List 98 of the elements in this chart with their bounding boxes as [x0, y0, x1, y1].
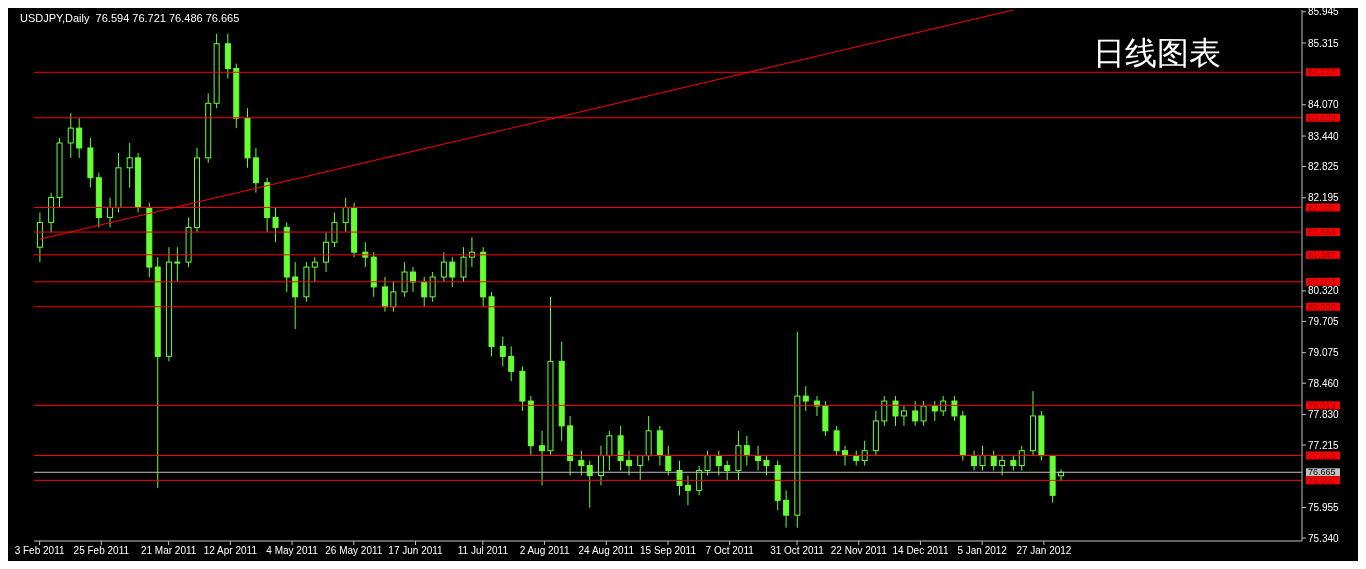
- ref-line-label: 84.725: [1308, 67, 1336, 78]
- ref-line-label: 80.000: [1308, 301, 1336, 312]
- ref-line-label: 81.047: [1308, 250, 1336, 261]
- ref-line-label: 78.013: [1308, 400, 1336, 411]
- x-tick-label: 14 Dec 2011: [892, 545, 949, 557]
- candlestick: [920, 400, 927, 427]
- candlestick: [637, 455, 644, 481]
- x-tick-label: 27 Jan 2012: [1016, 545, 1072, 557]
- candlestick: [715, 450, 722, 476]
- candlestick: [704, 450, 711, 476]
- candlestick: [311, 256, 318, 283]
- candlestick: [508, 345, 515, 382]
- annotation: 日线图表: [1093, 33, 1221, 74]
- y-tick-label: 75.340: [1308, 532, 1340, 544]
- candlestick: [421, 276, 428, 308]
- candlestick: [381, 276, 388, 313]
- candlestick: [586, 460, 593, 509]
- x-tick-label: 22 Nov 2011: [830, 545, 888, 557]
- candlestick: [900, 405, 907, 427]
- x-tick-label: 7 Oct 2011: [705, 545, 755, 557]
- x-tick-label: 4 May 2011: [266, 545, 319, 557]
- candlestick: [626, 450, 633, 476]
- candlestick: [272, 207, 279, 243]
- ref-line-label: 83.809: [1308, 112, 1336, 123]
- y-tick-label: 77.830: [1308, 409, 1340, 420]
- candlestick: [999, 455, 1006, 476]
- candlestick: [107, 197, 114, 228]
- candlestick: [979, 445, 986, 472]
- candlestick: [990, 450, 997, 472]
- x-tick-label: 5 Jan 2012: [957, 545, 1008, 557]
- candlestick: [1018, 445, 1025, 472]
- candlestick: [410, 266, 417, 293]
- candlestick: [743, 435, 750, 467]
- candlestick: [951, 395, 958, 422]
- x-tick-label: 25 Feb 2011: [73, 545, 130, 557]
- candlestick: [126, 142, 133, 189]
- candlestick: [940, 395, 947, 417]
- ref-line-label: 81.505: [1308, 227, 1336, 238]
- x-tick-label: 24 Aug 2011: [578, 545, 635, 557]
- candlestick: [578, 450, 585, 476]
- candlestick: [763, 455, 770, 476]
- candlestick: [292, 261, 299, 330]
- y-tick-label: 82.195: [1308, 192, 1340, 204]
- candlestick: [429, 271, 436, 303]
- x-tick-label: 31 Oct 2011: [770, 545, 825, 557]
- candlestick: [499, 336, 506, 367]
- x-tick-label: 3 Feb 2011: [14, 545, 65, 557]
- chart-title: USDJPY,Daily 76.594 76.721 76.486 76.665: [20, 12, 240, 24]
- candlestick: [460, 246, 467, 283]
- y-tick-label: 85.315: [1308, 37, 1340, 49]
- candlestick: [606, 430, 613, 472]
- x-tick-label: 2 Aug 2011: [519, 545, 570, 557]
- candlestick: [67, 112, 74, 159]
- y-tick-label: 79.075: [1308, 347, 1340, 359]
- x-tick-label: 15 Sep 2011: [640, 545, 697, 557]
- candlestick: [449, 256, 456, 288]
- ref-line-label: 77.003: [1308, 450, 1336, 461]
- y-tick-label: 83.440: [1308, 130, 1340, 142]
- y-tick-label: 75.955: [1308, 502, 1340, 514]
- y-tick-label: 85.945: [1308, 6, 1340, 18]
- candlestick: [724, 460, 731, 481]
- y-tick-label: 84.070: [1308, 99, 1340, 111]
- y-tick-label: 77.215: [1308, 439, 1340, 451]
- candlestick: [971, 450, 978, 472]
- candlestick: [440, 251, 447, 283]
- candlestick: [802, 385, 809, 412]
- candlestick: [833, 425, 840, 457]
- candlestick: [342, 197, 349, 233]
- y-tick-label: 82.825: [1308, 161, 1340, 173]
- x-tick-label: 21 Mar 2011: [140, 545, 197, 557]
- x-tick-label: 12 Apr 2011: [203, 545, 258, 557]
- ref-line-label: 76.665: [1308, 467, 1336, 478]
- y-tick-label: 79.705: [1308, 315, 1340, 327]
- candlestick: [597, 445, 604, 486]
- y-tick-label: 78.460: [1308, 377, 1340, 389]
- x-tick-label: 26 May 2011: [325, 545, 383, 557]
- ref-line-label: 76.502: [1308, 475, 1336, 486]
- candlestick: [912, 400, 919, 427]
- candlestick: [881, 395, 888, 427]
- x-tick-label: 17 Jun 2011: [388, 545, 444, 557]
- ref-line-label: 82.000: [1308, 202, 1336, 213]
- candlestick: [390, 281, 397, 313]
- candlestick: [665, 445, 672, 476]
- candlestick: [696, 465, 703, 496]
- candlestick: [539, 430, 546, 486]
- candlestick: [861, 440, 868, 467]
- candlestick: [783, 489, 790, 529]
- candlestick: [323, 231, 330, 273]
- candlestick: [401, 261, 408, 298]
- candlestick: [892, 395, 899, 427]
- ref-line-label: 80.503: [1308, 277, 1336, 287]
- candlestick: [174, 246, 181, 283]
- candlestick: [331, 211, 338, 248]
- x-tick-label: 11 Jul 2011: [457, 545, 509, 557]
- candlestick: [931, 400, 938, 422]
- candlestick: [76, 117, 83, 159]
- y-tick-label: 80.320: [1308, 285, 1340, 297]
- candlestick: [684, 474, 691, 506]
